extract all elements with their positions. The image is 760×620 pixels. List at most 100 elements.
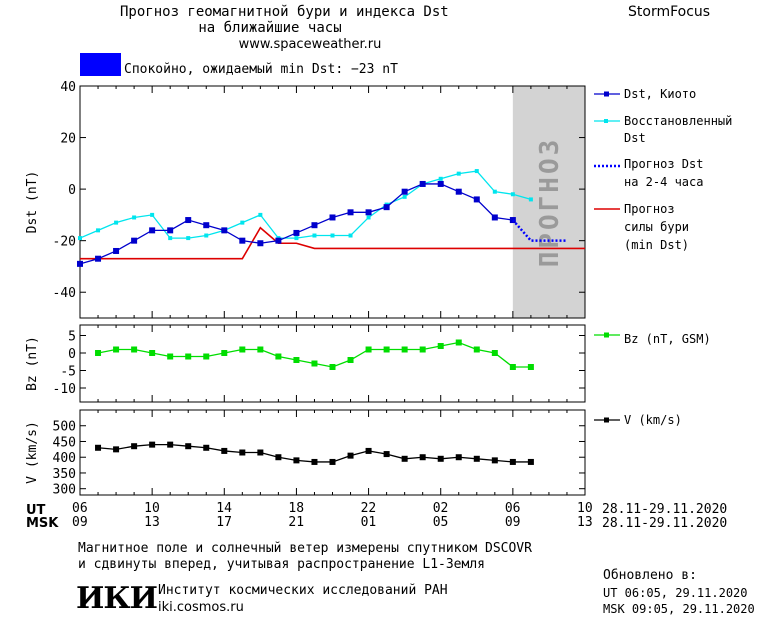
bz-point [257,346,264,353]
dst-kyoto-point [491,214,498,221]
bz-point [149,350,156,356]
y-tick-label: 500 [53,420,76,435]
dst-kyoto-point [77,260,83,267]
legend-dst-restored-line1: Восстановленный [624,114,732,128]
dst-restored-point [348,233,353,238]
panel-frame [79,409,586,496]
solar-wind-speed-point [131,443,138,450]
updated-label: Обновлено в: [603,568,697,583]
dst-kyoto-point [401,188,408,195]
y-tick-label: -5 [60,365,76,380]
ut-tick-label: 06 [504,501,521,516]
dst-restored-point [492,189,497,194]
y-axis-label: Bz (nT) [25,336,40,391]
y-axis-label: Dst (nT) [25,171,40,234]
dst-kyoto-point [275,237,282,244]
iki-logo: ИКИ [76,581,158,616]
institute-site-link[interactable]: iki.cosmos.ru [158,600,244,615]
dst-restored-point [402,194,407,199]
dst-kyoto-line [79,183,513,265]
dst-restored-legend-marker [604,119,608,123]
bz-point [329,364,336,370]
ut-tick-label: 14 [216,501,232,516]
y-axis-label: V (km/s) [25,421,40,484]
bz-point [167,353,174,360]
dst-kyoto-point [221,227,228,234]
solar-wind-speed-point [113,446,120,453]
chart-title-line2: на ближайшие часы [198,20,342,36]
dst-restored-point [78,236,82,241]
y-tick-label: 0 [68,183,76,198]
legend-bz: Bz (nT, GSM) [624,332,711,346]
date-range-ut: 28.11-29.11.2020 [602,502,728,517]
y-tick-label: -10 [53,382,76,397]
legend-forecast-line1: Прогноз Dst [624,157,703,171]
y-tick-label: 20 [60,132,76,147]
solar-wind-speed-point [149,441,156,448]
y-tick-label: 300 [53,483,76,498]
bz-point [203,353,210,360]
msk-tick-label: 13 [577,515,593,530]
dst-restored-point [168,236,173,241]
ut-tick-label: 06 [72,501,88,516]
dst-kyoto-legend-marker [604,91,609,97]
forecast-band-label: ПРОГНОЗ [535,137,565,268]
dst-kyoto-point [347,209,354,216]
msk-tick-label: 21 [288,515,305,530]
dst-restored-point [258,212,263,217]
msk-axis-label: MSK [26,516,59,531]
bz-legend-marker [604,332,609,338]
updated-ut: UT 06:05, 29.11.2020 [603,586,748,600]
status-text: Спокойно, ожидаемый min Dst: −23 nT [124,62,398,77]
bz-point [509,364,516,370]
solar-wind-speed-point [95,444,102,451]
bz-point [491,350,498,356]
dst-kyoto-point [131,237,138,244]
bz-point [293,357,300,363]
legend-storm-line2: силы бури [624,220,689,234]
msk-tick-label: 17 [216,515,232,530]
y-tick-label: 350 [53,467,76,482]
ut-tick-label: 22 [360,501,377,516]
dst-kyoto-point [473,196,480,203]
dst-restored-point [528,197,533,202]
y-tick-label: 40 [60,80,76,95]
website-link[interactable]: www.spaceweather.ru [238,37,382,52]
msk-tick-label: 05 [432,515,449,530]
dst-restored-point [132,215,137,220]
solar-wind-speed-point [203,444,210,451]
legend-dst-kyoto: Dst, Киото [624,87,696,101]
legend-storm-line3: (min Dst) [624,238,689,252]
panel-frame [79,85,586,319]
dst-kyoto-point [293,229,300,236]
solar-wind-speed-point [293,457,300,464]
dst-restored-point [510,192,515,197]
dst-kyoto-point [239,237,246,244]
dst-kyoto-point [437,180,444,187]
ut-tick-label: 10 [144,501,160,516]
chart-title-line1: Прогноз геомагнитной бури и индекса Dst [120,4,449,20]
solar-wind-speed-point [347,452,354,459]
dst-kyoto-point [311,222,318,229]
dst-restored-point [366,215,371,220]
bz-point [383,346,390,353]
bz-point [401,346,408,353]
dst-kyoto-point [455,188,462,195]
y-tick-label: 5 [68,330,76,345]
dst-kyoto-point [185,217,192,224]
status-color-swatch [80,53,121,76]
bz-point [437,343,444,349]
bz-point [221,350,228,356]
bz-point [527,364,534,370]
bz-point [311,360,318,367]
ut-tick-label: 18 [288,501,305,516]
bz-point [185,353,192,360]
bz-point [131,346,138,353]
dst-restored-point [438,176,443,181]
dst-kyoto-point [365,209,372,216]
storm-forecast-line [80,226,585,260]
dst-kyoto-point [419,180,426,187]
brand-name: StormFocus [628,4,711,20]
solar-wind-speed-point [257,449,264,456]
